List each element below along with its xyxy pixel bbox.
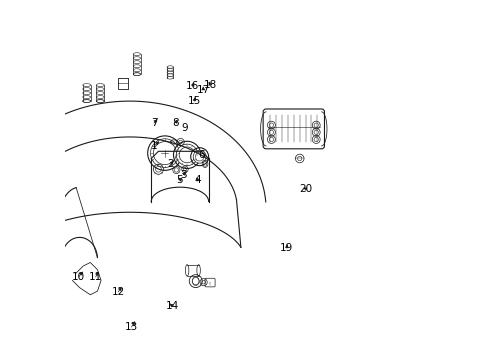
Text: 1: 1 [150,141,157,151]
Ellipse shape [133,69,140,72]
Ellipse shape [133,73,140,76]
Ellipse shape [82,96,90,99]
Ellipse shape [133,61,140,64]
Ellipse shape [96,100,104,103]
Text: 11: 11 [89,272,102,282]
Circle shape [193,150,206,163]
Ellipse shape [96,92,104,95]
Text: 13: 13 [124,322,138,332]
Ellipse shape [133,73,140,76]
Circle shape [150,139,179,167]
Text: 10: 10 [72,272,85,282]
Ellipse shape [96,96,104,99]
Circle shape [176,144,198,166]
Ellipse shape [82,100,90,103]
Text: 18: 18 [203,80,217,90]
Ellipse shape [133,53,140,55]
Text: 3: 3 [180,170,186,180]
Text: 5: 5 [176,175,183,185]
Bar [118,78,128,89]
Ellipse shape [167,71,173,74]
Text: 8: 8 [172,118,179,128]
Ellipse shape [82,100,90,103]
Text: 4: 4 [194,175,201,185]
Ellipse shape [96,87,104,90]
Text: 2: 2 [167,159,174,169]
Text: 7: 7 [150,118,157,128]
Text: 15: 15 [187,96,201,106]
Ellipse shape [167,66,173,68]
Ellipse shape [133,57,140,59]
Ellipse shape [167,77,173,79]
Text: 6: 6 [198,150,204,160]
Text: 20: 20 [299,184,312,194]
Ellipse shape [82,92,90,95]
Ellipse shape [185,265,188,276]
Ellipse shape [82,87,90,90]
Ellipse shape [133,65,140,68]
Ellipse shape [167,68,173,71]
Ellipse shape [167,74,173,76]
Text: 16: 16 [185,81,199,91]
Ellipse shape [82,84,90,86]
Text: 19: 19 [280,243,293,253]
Text: 12: 12 [111,287,124,297]
Ellipse shape [96,84,104,86]
Text: 14: 14 [166,301,179,311]
Text: 9: 9 [181,123,187,133]
Ellipse shape [96,100,104,103]
Text: 17: 17 [196,85,209,95]
